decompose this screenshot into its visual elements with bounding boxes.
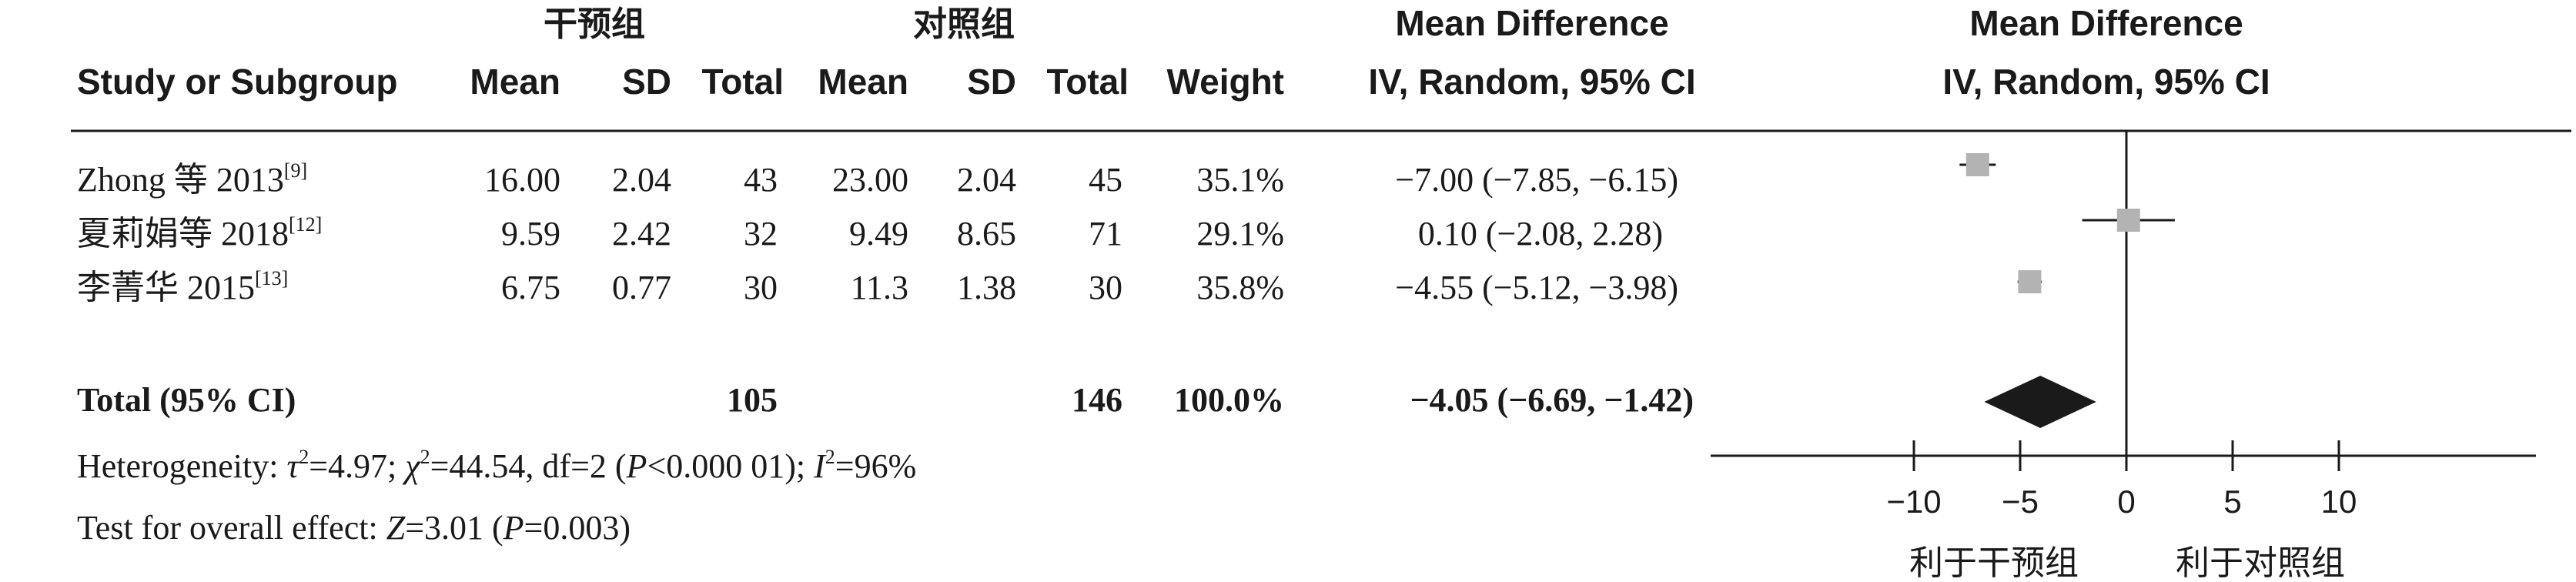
x-tick-label: 5: [2223, 483, 2241, 520]
sd-control: 1.38: [957, 269, 1016, 306]
md-ci: −7.00 (−7.85, −6.15): [1395, 161, 1678, 199]
x-axis-ticks: −10 −5 0 5 10: [1886, 440, 2357, 520]
favours-left-label: 利于干预组: [1909, 544, 2079, 582]
sd-intervention: 2.04: [612, 161, 671, 199]
weight: 35.8%: [1196, 269, 1284, 306]
md-ci: −4.55 (−5.12, −3.98): [1395, 269, 1678, 306]
total-control: 71: [1089, 215, 1122, 253]
total-intervention: 30: [744, 269, 778, 306]
study-effect-marker: [2116, 209, 2140, 232]
column-header-total-control: Total: [1047, 62, 1129, 102]
column-header-total-intervention: Total: [702, 62, 784, 102]
total-control: 30: [1089, 269, 1122, 306]
study-effect-marker: [2018, 270, 2042, 293]
study-markers: [1959, 153, 2175, 293]
sd-intervention: 0.77: [612, 269, 671, 306]
pooled-effect-diamond: [1984, 376, 2096, 428]
column-header-study: Study or Subgroup: [77, 62, 398, 102]
x-tick-label: −5: [2002, 483, 2039, 520]
sd-control: 2.04: [957, 161, 1016, 199]
total-md-ci: −4.05 (−6.69, −1.42): [1410, 381, 1694, 419]
mean-control: 11.3: [851, 269, 908, 306]
plot-method: IV, Random, 95% CI: [1942, 62, 2270, 102]
total-intervention: 43: [744, 161, 778, 199]
md-ci: 0.10 (−2.08, 2.28): [1418, 215, 1663, 253]
column-header-sd-intervention: SD: [622, 62, 671, 102]
favours-right-label: 利于对照组: [2176, 544, 2345, 582]
forest-plot: −10 −5 0 5 10: [1711, 131, 2536, 520]
x-tick-label: −10: [1886, 483, 1941, 520]
mean-intervention: 9.59: [501, 215, 560, 253]
total-row: Total (95% CI) 105 146 100.0% −4.05 (−6.…: [77, 381, 1694, 419]
column-header-weight: Weight: [1167, 62, 1284, 102]
total-control: 146: [1072, 381, 1122, 419]
total-control: 45: [1089, 161, 1122, 199]
study-row-1: Zhong 等 2013[9] 16.00 2.04 43 23.00 2.04…: [77, 159, 1678, 199]
mean-intervention: 6.75: [501, 269, 560, 306]
group-label-intervention: 干预组: [544, 5, 645, 44]
x-tick-label: 0: [2117, 483, 2135, 520]
mean-control: 9.49: [849, 215, 908, 253]
weight: 35.1%: [1196, 161, 1284, 199]
sd-control: 8.65: [957, 215, 1016, 253]
sd-intervention: 2.42: [612, 215, 671, 253]
mean-control: 23.00: [832, 161, 908, 199]
study-name: Zhong 等 2013[9]: [77, 159, 307, 199]
column-header-mean-control: Mean: [818, 62, 908, 102]
x-tick-label: 10: [2321, 483, 2357, 520]
overall-effect-text: Test for overall effect: Z=3.01 (P=0.003…: [77, 509, 631, 547]
md-column-method: IV, Random, 95% CI: [1368, 62, 1695, 102]
study-effect-marker: [1965, 153, 1989, 176]
column-header-sd-control: SD: [967, 62, 1016, 102]
weight: 29.1%: [1196, 215, 1284, 253]
study-name: 夏莉娟等 2018[12]: [77, 213, 322, 253]
group-label-control: 对照组: [913, 5, 1015, 44]
total-weight: 100.0%: [1174, 381, 1284, 419]
heterogeneity-text: Heterogeneity: τ2=4.97; χ2=44.54, df=2 (…: [77, 446, 916, 485]
study-name: 李菁华 2015[13]: [77, 267, 288, 306]
total-label: Total (95% CI): [77, 381, 296, 419]
plot-title: Mean Difference: [1969, 3, 2243, 43]
study-row-3: 李菁华 2015[13] 6.75 0.77 30 11.3 1.38 30 3…: [77, 267, 1678, 306]
total-intervention: 105: [727, 381, 778, 419]
md-column-title: Mean Difference: [1395, 3, 1668, 43]
total-intervention: 32: [744, 215, 778, 253]
column-header-mean-intervention: Mean: [470, 62, 560, 102]
mean-intervention: 16.00: [484, 161, 560, 199]
study-row-2: 夏莉娟等 2018[12] 9.59 2.42 32 9.49 8.65 71 …: [77, 213, 1663, 253]
